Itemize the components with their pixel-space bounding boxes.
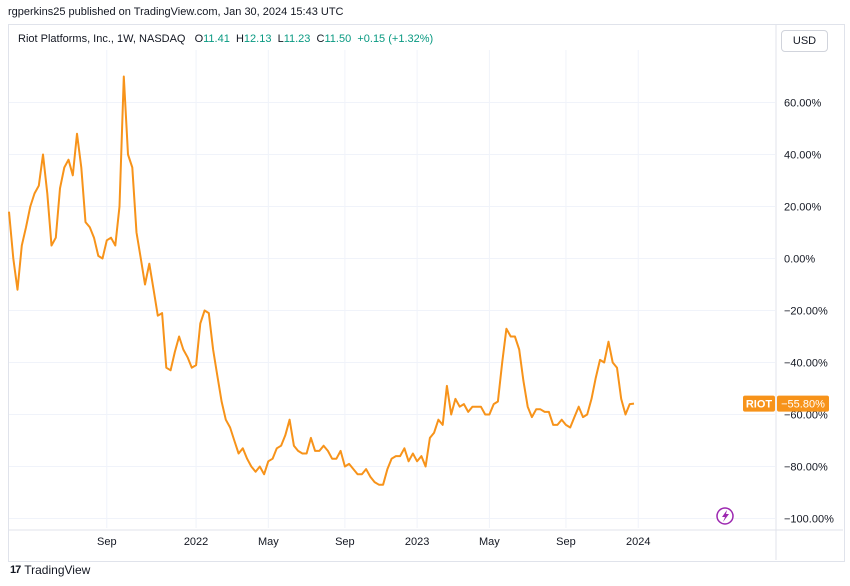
published-by-text: rgperkins25 published on TradingView.com… xyxy=(8,6,344,18)
last-value-label: −55.80% xyxy=(781,399,825,411)
high-label: H xyxy=(235,33,244,45)
chart-frame xyxy=(8,24,845,562)
ohlc-values: O11.41 H12.13 L11.23 C11.50 +0.15 (+1.32… xyxy=(195,33,434,45)
symbol-legend: Riot Platforms, Inc., 1W, NASDAQ O11.41 … xyxy=(18,33,433,45)
open-value: 11.41 xyxy=(203,33,230,45)
y-tick-label: −100.00% xyxy=(784,514,834,526)
y-tick-label: 20.00% xyxy=(784,202,822,214)
x-tick-label: May xyxy=(479,536,500,548)
x-tick-label: May xyxy=(258,536,279,548)
x-tick-label: Sep xyxy=(556,536,576,548)
close-value: 11.50 xyxy=(324,33,352,45)
x-tick-label: 2022 xyxy=(184,536,208,548)
close-label: C xyxy=(316,33,325,45)
change-value: +0.15 (+1.32%) xyxy=(357,33,434,45)
x-tick-label: Sep xyxy=(97,536,117,548)
low-label: L xyxy=(277,33,284,45)
lightning-icon-glyph xyxy=(722,510,729,522)
high-value: 12.13 xyxy=(243,33,272,45)
ticker-badge xyxy=(743,395,775,412)
low-value: 11.23 xyxy=(283,33,311,45)
y-tick-label: −60.00% xyxy=(784,410,828,422)
currency-button[interactable]: USD xyxy=(781,30,828,52)
y-tick-label: −80.00% xyxy=(784,462,828,474)
riot-series-line[interactable] xyxy=(8,75,635,486)
open-label: O xyxy=(194,33,204,45)
tradingview-logo-icon: 17 xyxy=(10,564,21,576)
footer-brand[interactable]: 17 TradingView xyxy=(10,563,90,577)
y-tick-label: −40.00% xyxy=(784,358,828,370)
x-tick-label: 2023 xyxy=(405,536,429,548)
y-tick-label: 60.00% xyxy=(784,98,822,110)
x-tick-label: Sep xyxy=(335,536,355,548)
y-tick-label: 0.00% xyxy=(784,254,815,266)
y-tick-label: 40.00% xyxy=(784,150,822,162)
y-tick-label: −20.00% xyxy=(784,306,828,318)
symbol-title[interactable]: Riot Platforms, Inc., 1W, NASDAQ xyxy=(18,33,186,45)
ticker-badge-label: RIOT xyxy=(746,399,773,411)
last-value-badge xyxy=(777,395,829,412)
footer-brand-text: TradingView xyxy=(24,563,91,577)
x-tick-label: 2024 xyxy=(626,536,650,548)
